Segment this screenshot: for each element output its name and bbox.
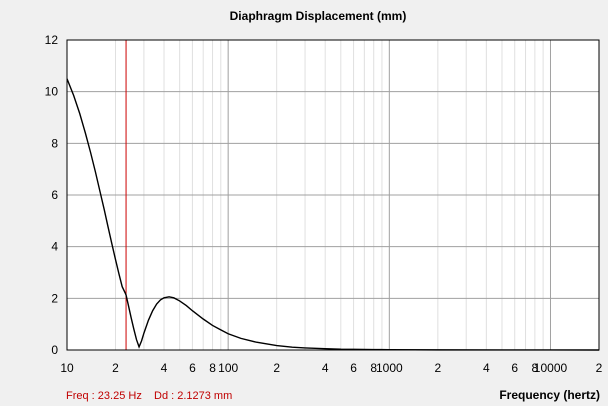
- y-tick-label: 0: [51, 343, 58, 357]
- x-tick-label: 4: [161, 361, 168, 375]
- x-tick-label: 2: [596, 361, 603, 375]
- grid-lines: [66, 39, 600, 351]
- y-tick-label: 2: [51, 291, 58, 305]
- x-tick-label: 10: [60, 361, 74, 375]
- x-tick-label: 6: [511, 361, 518, 375]
- status-frequency: Freq : 23.25 Hz: [66, 390, 142, 402]
- status-displacement: Dd : 2.1273 mm: [154, 390, 232, 402]
- y-tick-label: 4: [51, 240, 58, 254]
- x-tick-label: 8: [370, 361, 377, 375]
- chart-title: Diaphragm Displacement (mm): [230, 9, 407, 23]
- x-tick-label: 100: [218, 361, 238, 375]
- x-tick-label: 4: [322, 361, 329, 375]
- x-tick-label: 4: [483, 361, 490, 375]
- y-tick-label: 12: [45, 33, 59, 47]
- x-tick-label: 8: [532, 361, 539, 375]
- x-tick-label: 2: [112, 361, 119, 375]
- plot-frame: [66, 39, 600, 351]
- x-tick-label: 6: [189, 361, 196, 375]
- series-line-displacement: [66, 78, 600, 351]
- x-tick-label: 2: [434, 361, 441, 375]
- y-tick-label: 6: [51, 188, 58, 202]
- x-axis-label: Frequency (hertz): [499, 388, 600, 402]
- y-tick-label: 8: [51, 136, 58, 150]
- x-tick-label: 10000: [534, 361, 568, 375]
- y-tick-label: 10: [45, 85, 59, 99]
- x-tick-label: 1000: [376, 361, 403, 375]
- x-tick-label: 2: [273, 361, 280, 375]
- x-tick-label: 8: [209, 361, 216, 375]
- y-axis-ticks: 0 2 4 6 8 10 12: [45, 33, 59, 357]
- x-tick-label: 6: [350, 361, 357, 375]
